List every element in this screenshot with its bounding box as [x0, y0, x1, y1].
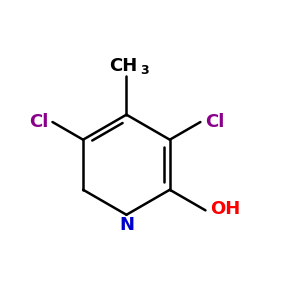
- Text: N: N: [119, 216, 134, 234]
- Text: 3: 3: [140, 64, 148, 77]
- Text: OH: OH: [210, 200, 240, 218]
- Text: Cl: Cl: [205, 113, 224, 131]
- Text: CH: CH: [110, 57, 138, 75]
- Text: Cl: Cl: [29, 113, 48, 131]
